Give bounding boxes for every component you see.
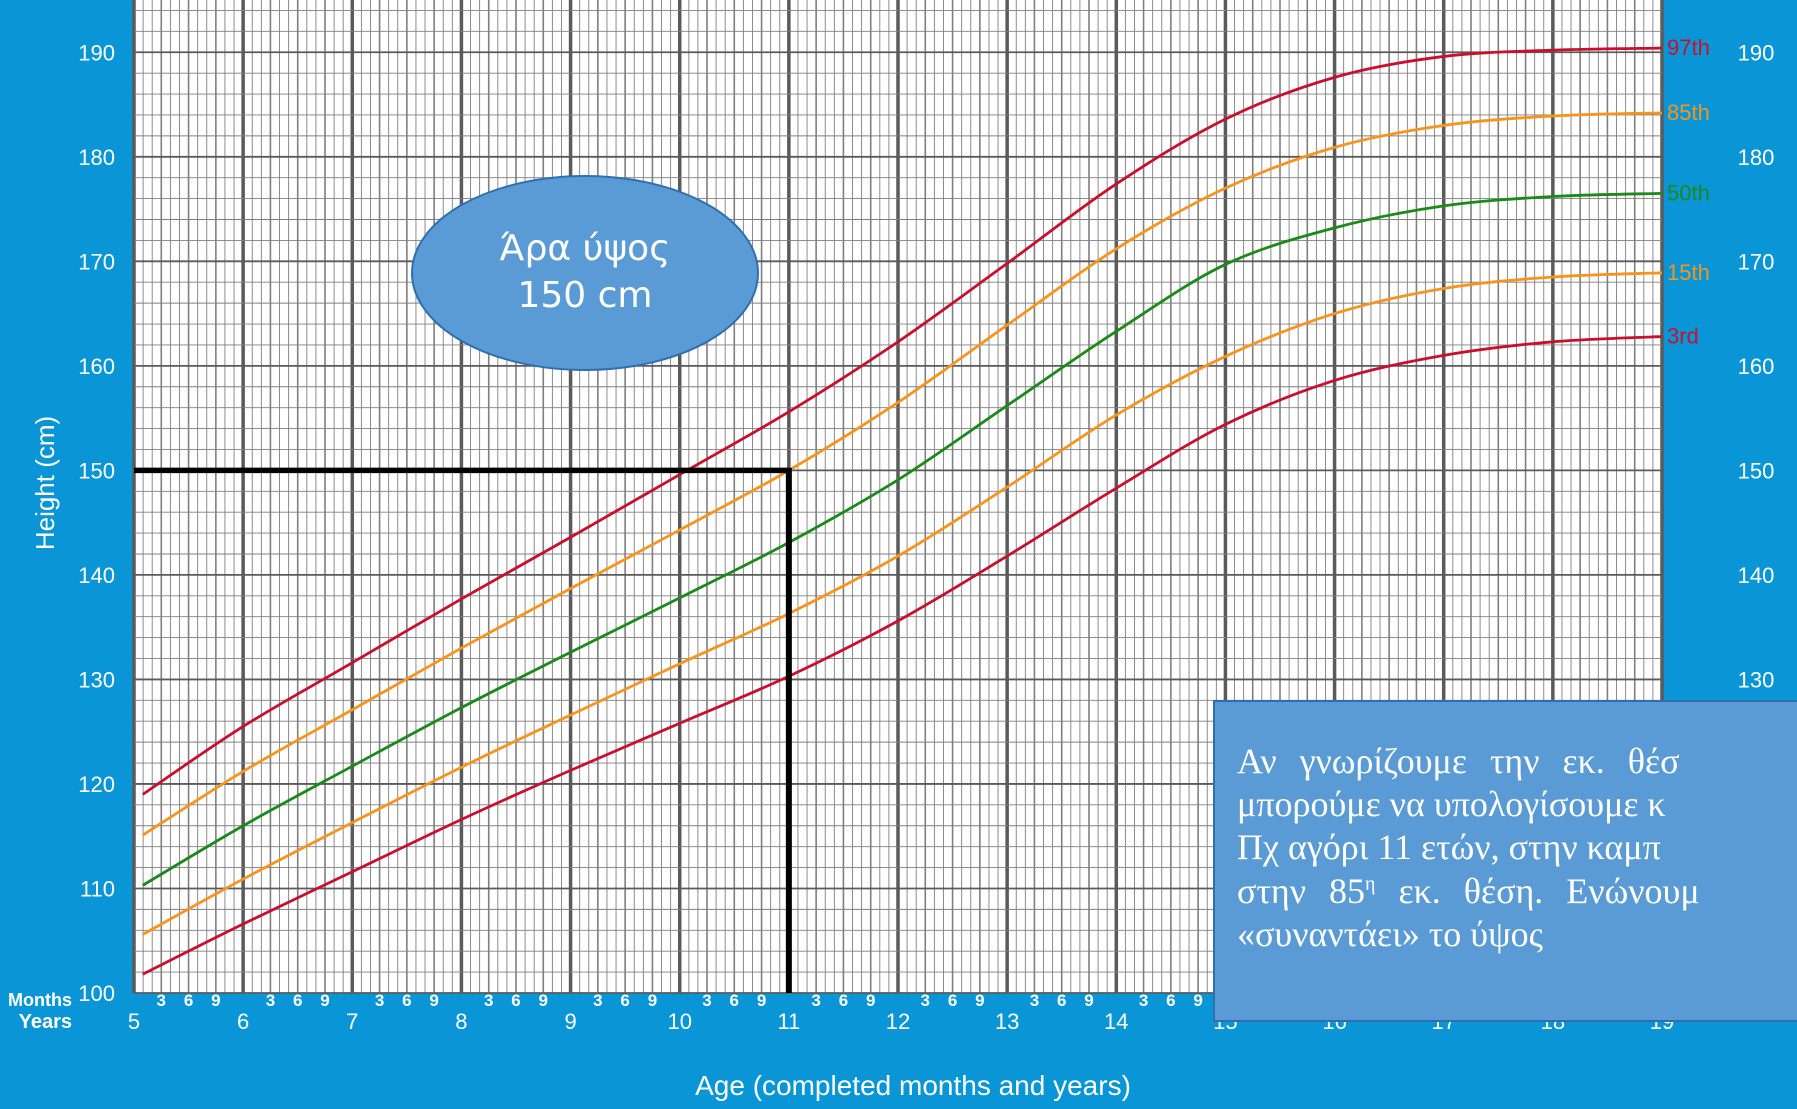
x-tick-label-month: 9	[539, 991, 548, 1010]
info-line-3: Πχ αγόρι 11 ετών, στην καμπ	[1237, 827, 1661, 868]
x-tick-label-month: 9	[1193, 991, 1202, 1010]
x-tick-label-year: 14	[1104, 1009, 1128, 1034]
info-line-5: «συναντάει» το ύψος	[1237, 913, 1543, 954]
years-row-label: Years	[19, 1011, 72, 1033]
series-label-97th: 97th	[1667, 35, 1710, 60]
x-tick-label-month: 3	[921, 991, 930, 1010]
y-tick-label-right: 150	[1738, 458, 1775, 483]
x-tick-label-month: 9	[866, 991, 875, 1010]
x-tick-label-month: 3	[484, 991, 493, 1010]
info-line-1: Αν γνωρίζουμε την εκ. θέσ	[1237, 741, 1680, 781]
x-tick-label-year: 5	[128, 1009, 140, 1034]
x-tick-label-month: 3	[157, 991, 166, 1010]
x-tick-label-month: 3	[702, 991, 711, 1010]
x-tick-label-year: 6	[237, 1009, 249, 1034]
x-tick-label-month: 6	[948, 991, 957, 1010]
y-axis-title: Height (cm)	[30, 416, 60, 550]
x-tick-label-month: 6	[1166, 991, 1175, 1010]
series-line-3rd	[142, 335, 1663, 976]
x-axis-title: Age (completed months and years)	[695, 1070, 1131, 1101]
x-tick-label-month: 6	[184, 991, 193, 1010]
x-tick-label-month: 6	[620, 991, 629, 1010]
x-tick-label-month: 9	[1084, 991, 1093, 1010]
info-line-4: στην 85η εκ. θέση. Ενώνουμ	[1237, 870, 1797, 913]
x-tick-label-month: 9	[320, 991, 329, 1010]
y-tick-label-left: 120	[78, 772, 115, 797]
info-line-4-end: εκ. θέση. Ενώνουμ	[1375, 870, 1700, 911]
x-tick-label-month: 3	[811, 991, 820, 1010]
reference-lines	[134, 467, 792, 993]
y-tick-label-left: 140	[78, 563, 115, 588]
months-row-label: Months	[8, 990, 72, 1010]
x-tick-label-year: 11	[777, 1009, 800, 1034]
x-tick-label-month: 3	[1030, 991, 1039, 1010]
y-tick-label-left: 170	[78, 249, 115, 274]
y-tick-label-left: 130	[78, 667, 115, 692]
x-tick-label-month: 9	[648, 991, 657, 1010]
x-tick-label-month: 3	[593, 991, 602, 1010]
x-tick-label-month: 9	[211, 991, 220, 1010]
x-tick-label-year: 9	[564, 1009, 576, 1034]
x-tick-label-year: 12	[886, 1009, 910, 1034]
y-tick-label-right: 160	[1738, 354, 1775, 379]
y-tick-label-right: 190	[1738, 40, 1775, 65]
series-lines	[141, 46, 1663, 976]
x-tick-label-month: 9	[757, 991, 766, 1010]
y-tick-label-left: 190	[78, 40, 115, 65]
x-tick-label-month: 3	[375, 991, 384, 1010]
y-tick-label-right: 140	[1738, 563, 1775, 588]
y-tick-label-right: 170	[1738, 249, 1775, 274]
x-tick-label-month: 6	[1057, 991, 1066, 1010]
callout-bubble-shape	[411, 175, 759, 371]
y-tick-label-left: 150	[78, 458, 115, 483]
series-label-50th: 50th	[1667, 180, 1710, 205]
x-tick-label-year: 7	[346, 1009, 358, 1034]
series-line-50th	[142, 191, 1663, 887]
series-label-15th: 15th	[1667, 260, 1710, 285]
x-tick-label-year: 13	[995, 1009, 1019, 1034]
x-tick-label-month: 6	[839, 991, 848, 1010]
x-tick-label-year: 8	[455, 1009, 467, 1034]
x-tick-label-month: 6	[293, 991, 302, 1010]
series-label-85th: 85th	[1667, 100, 1710, 125]
info-line-4-superscript: η	[1364, 872, 1376, 895]
info-line-4-start: στην 85	[1237, 870, 1365, 911]
x-tick-label-month: 6	[730, 991, 739, 1010]
y-tick-label-left: 110	[80, 876, 115, 901]
y-tick-label-left: 180	[78, 145, 115, 170]
x-tick-label-month: 6	[402, 991, 411, 1010]
x-tick-label-month: 3	[1139, 991, 1148, 1010]
series-line-97th	[141, 46, 1663, 796]
series-line-85th	[141, 111, 1663, 837]
y-tick-label-right: 180	[1738, 145, 1775, 170]
x-tick-label-month: 9	[429, 991, 438, 1010]
y-tick-label-left: 160	[78, 354, 115, 379]
y-tick-label-right: 130	[1738, 667, 1775, 692]
x-tick-label-month: 9	[975, 991, 984, 1010]
x-tick-label-month: 6	[511, 991, 520, 1010]
y-tick-label-left: 100	[78, 981, 115, 1006]
x-tick-label-year: 10	[667, 1009, 691, 1034]
series-labels: 97th 85th 50th 15th 3rd	[1667, 35, 1710, 348]
info-text-box: Αν γνωρίζουμε την εκ. θέσ μπορούμε να υπ…	[1213, 700, 1797, 1022]
series-line-15th	[142, 271, 1663, 936]
series-label-3rd: 3rd	[1667, 324, 1699, 349]
x-tick-label-month: 3	[266, 991, 275, 1010]
info-line-2: μπορούμε να υπολογίσουμε κ	[1237, 784, 1666, 825]
